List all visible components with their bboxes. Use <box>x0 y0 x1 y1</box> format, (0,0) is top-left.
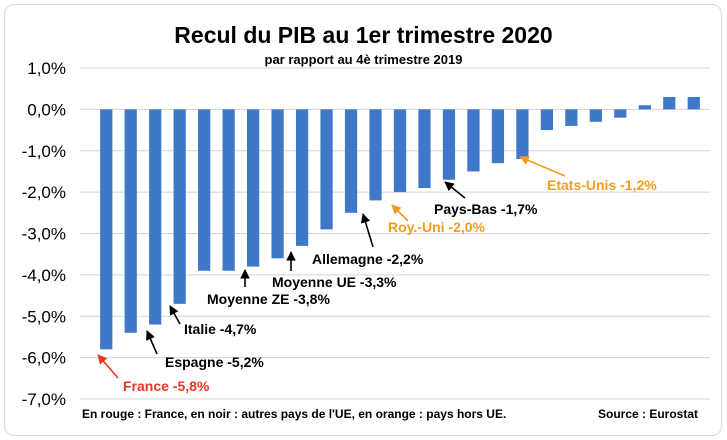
annotation-label: France -5,8% <box>123 378 210 394</box>
annotation-label: Pays-Bas -1,7% <box>434 201 538 217</box>
bar <box>124 109 137 333</box>
annotation-label: Roy.-Uni -2,0% <box>388 219 486 235</box>
bar <box>589 109 602 122</box>
bar <box>271 109 284 259</box>
annotation-arrow <box>391 204 409 222</box>
bar <box>198 109 211 271</box>
bar <box>687 96 700 110</box>
y-tick-label: 0,0% <box>27 100 66 119</box>
annotation-label: Etats-Unis -1,2% <box>547 177 657 193</box>
chart-subtitle: par rapport au 4è trimestre 2019 <box>264 52 463 67</box>
y-tick-label: -2,0% <box>22 183 66 202</box>
annotation-label: Italie -4,7% <box>184 321 257 337</box>
bar <box>638 105 651 110</box>
bars <box>100 96 700 350</box>
y-tick-label: -4,0% <box>22 266 66 285</box>
annotation-label: Espagne -5,2% <box>165 354 264 370</box>
y-tick-label: -6,0% <box>22 349 66 368</box>
bar <box>393 109 407 193</box>
chart-title: Recul du PIB au 1er trimestre 2020 <box>174 22 553 48</box>
annotation-arrow <box>519 155 566 177</box>
bar <box>467 109 480 172</box>
bar <box>663 96 676 110</box>
bar <box>614 109 627 118</box>
annotations: France -5,8% Espagne -5,2% Italie -4,7% Moy… <box>97 155 657 394</box>
bar <box>418 109 431 188</box>
bar <box>320 109 333 230</box>
annotation-arrow <box>146 330 158 355</box>
bar <box>173 109 186 304</box>
bar <box>247 109 260 267</box>
y-tick-label: -3,0% <box>22 225 66 244</box>
y-tick-label: -1,0% <box>22 142 66 161</box>
bar <box>222 109 235 271</box>
bar <box>565 109 578 126</box>
bar <box>442 109 456 180</box>
annotation-arrow <box>444 181 466 199</box>
bar <box>516 109 529 160</box>
y-tick-label: -7,0% <box>22 390 66 409</box>
bar <box>491 109 505 164</box>
bar <box>369 109 382 201</box>
annotation-label: Moyenne ZE -3,8% <box>207 291 330 307</box>
bar <box>295 109 309 246</box>
annotation-label: Moyenne UE -3,3% <box>272 274 397 290</box>
y-tick-label: -5,0% <box>22 307 66 326</box>
footer-source: Source : Eurostat <box>598 407 699 421</box>
bar <box>344 109 358 213</box>
bar <box>149 109 162 325</box>
bar <box>540 109 553 131</box>
y-tick-label: 1,0% <box>27 59 66 78</box>
footer-legend-note: En rouge : France, en noir : autres pays… <box>82 407 507 421</box>
annotation-label: Allemagne -2,2% <box>312 251 424 267</box>
annotation-arrow <box>360 213 374 248</box>
bar <box>100 109 113 350</box>
annotation-arrow <box>169 305 181 325</box>
annotation-arrow <box>97 354 119 379</box>
